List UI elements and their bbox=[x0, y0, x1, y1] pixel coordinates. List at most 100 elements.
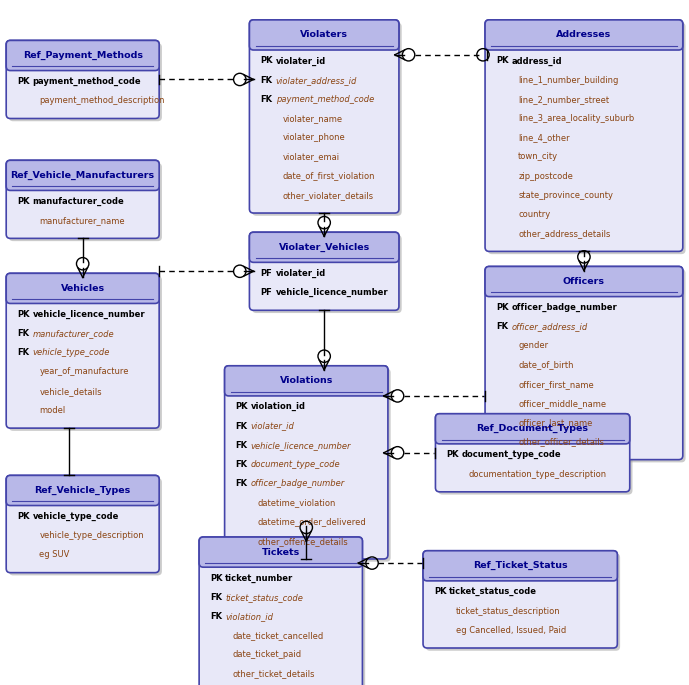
Text: documentation_type_description: documentation_type_description bbox=[469, 469, 606, 479]
FancyBboxPatch shape bbox=[249, 20, 399, 213]
FancyBboxPatch shape bbox=[426, 553, 620, 651]
Text: officer_badge_number: officer_badge_number bbox=[251, 479, 345, 488]
Text: PK: PK bbox=[446, 450, 459, 460]
Text: line_2_number_street: line_2_number_street bbox=[518, 95, 609, 104]
Text: violater_phone: violater_phone bbox=[282, 133, 345, 142]
FancyBboxPatch shape bbox=[6, 160, 159, 190]
Text: Violaters: Violaters bbox=[300, 30, 348, 40]
Text: officer_middle_name: officer_middle_name bbox=[518, 399, 606, 408]
Text: PK: PK bbox=[17, 197, 30, 206]
Text: officer_badge_number: officer_badge_number bbox=[511, 303, 617, 312]
Text: PK: PK bbox=[236, 402, 248, 412]
Text: PK: PK bbox=[434, 587, 446, 597]
Text: vehicle_type_description: vehicle_type_description bbox=[39, 531, 144, 540]
Text: PK: PK bbox=[17, 512, 30, 521]
Text: FK: FK bbox=[236, 479, 247, 488]
FancyBboxPatch shape bbox=[227, 369, 391, 562]
Text: Ref_Vehicle_Manufacturers: Ref_Vehicle_Manufacturers bbox=[10, 171, 155, 180]
Text: PK: PK bbox=[496, 56, 508, 66]
Text: year_of_manufacture: year_of_manufacture bbox=[39, 367, 129, 377]
Text: datetime_violation: datetime_violation bbox=[258, 498, 336, 508]
Text: vehicle_licence_number: vehicle_licence_number bbox=[32, 310, 145, 319]
FancyBboxPatch shape bbox=[6, 475, 159, 506]
Text: other_violater_details: other_violater_details bbox=[282, 190, 373, 200]
FancyBboxPatch shape bbox=[488, 23, 686, 254]
Text: Violations: Violations bbox=[280, 376, 333, 386]
FancyBboxPatch shape bbox=[9, 276, 162, 431]
Text: FK: FK bbox=[260, 75, 272, 85]
FancyBboxPatch shape bbox=[485, 20, 683, 251]
Text: FK: FK bbox=[17, 329, 29, 338]
Text: date_of_birth: date_of_birth bbox=[518, 360, 574, 370]
Text: PF: PF bbox=[260, 269, 272, 278]
FancyBboxPatch shape bbox=[225, 366, 388, 559]
Text: FK: FK bbox=[236, 440, 247, 450]
Text: other_officer_details: other_officer_details bbox=[518, 437, 604, 447]
Text: vehicle_type_code: vehicle_type_code bbox=[32, 348, 110, 358]
FancyBboxPatch shape bbox=[249, 20, 399, 50]
FancyBboxPatch shape bbox=[6, 273, 159, 303]
Text: document_type_code: document_type_code bbox=[251, 460, 340, 469]
Text: officer_address_id: officer_address_id bbox=[511, 322, 588, 332]
Text: officer_last_name: officer_last_name bbox=[518, 418, 593, 427]
Text: datetime_order_delivered: datetime_order_delivered bbox=[258, 517, 367, 527]
Text: payment_method_code: payment_method_code bbox=[32, 77, 141, 86]
Text: date_ticket_cancelled: date_ticket_cancelled bbox=[232, 631, 323, 640]
FancyBboxPatch shape bbox=[488, 269, 686, 462]
Text: document_type_code: document_type_code bbox=[462, 450, 562, 460]
Text: FK: FK bbox=[210, 612, 222, 621]
Text: vehicle_licence_number: vehicle_licence_number bbox=[276, 288, 388, 297]
Text: violater_name: violater_name bbox=[282, 114, 342, 123]
Text: line_3_area_locality_suburb: line_3_area_locality_suburb bbox=[518, 114, 635, 123]
FancyBboxPatch shape bbox=[423, 551, 617, 581]
Text: FK: FK bbox=[236, 421, 247, 431]
Text: Ref_Document_Types: Ref_Document_Types bbox=[477, 424, 588, 434]
FancyBboxPatch shape bbox=[438, 416, 633, 495]
Text: address_id: address_id bbox=[511, 56, 562, 66]
FancyBboxPatch shape bbox=[6, 160, 159, 238]
Text: Ref_Ticket_Status: Ref_Ticket_Status bbox=[473, 561, 568, 571]
Text: payment_method_description: payment_method_description bbox=[39, 96, 165, 105]
Text: ticket_number: ticket_number bbox=[225, 573, 294, 583]
Text: officer_first_name: officer_first_name bbox=[518, 379, 594, 389]
Text: town_city: town_city bbox=[518, 152, 558, 162]
Text: Tickets: Tickets bbox=[262, 547, 300, 557]
FancyBboxPatch shape bbox=[249, 232, 399, 262]
Text: line_1_number_building: line_1_number_building bbox=[518, 75, 619, 85]
Text: gender: gender bbox=[518, 341, 548, 351]
FancyBboxPatch shape bbox=[199, 537, 362, 567]
FancyBboxPatch shape bbox=[6, 475, 159, 573]
FancyBboxPatch shape bbox=[6, 273, 159, 428]
Text: ticket_status_code: ticket_status_code bbox=[225, 593, 303, 602]
Text: PK: PK bbox=[17, 77, 30, 86]
Text: eg Cancelled, Issued, Paid: eg Cancelled, Issued, Paid bbox=[456, 625, 566, 635]
FancyBboxPatch shape bbox=[435, 414, 630, 444]
Text: line_4_other: line_4_other bbox=[518, 133, 570, 142]
Text: violater_id: violater_id bbox=[276, 56, 326, 66]
Text: FK: FK bbox=[260, 95, 272, 104]
Text: other_offence_details: other_offence_details bbox=[258, 536, 349, 546]
FancyBboxPatch shape bbox=[202, 540, 365, 685]
Text: violation_id: violation_id bbox=[225, 612, 274, 621]
Text: Ref_Payment_Methods: Ref_Payment_Methods bbox=[23, 51, 143, 60]
FancyBboxPatch shape bbox=[252, 235, 402, 313]
Text: ticket_status_description: ticket_status_description bbox=[456, 606, 561, 616]
Text: Officers: Officers bbox=[563, 277, 605, 286]
FancyBboxPatch shape bbox=[435, 414, 630, 492]
Text: model: model bbox=[39, 406, 65, 415]
Text: vehicle_licence_number: vehicle_licence_number bbox=[251, 440, 351, 450]
FancyBboxPatch shape bbox=[249, 232, 399, 310]
Text: violater_address_id: violater_address_id bbox=[276, 75, 357, 85]
Text: manufacturer_name: manufacturer_name bbox=[39, 216, 125, 225]
Text: violation_id: violation_id bbox=[251, 402, 306, 412]
FancyBboxPatch shape bbox=[199, 537, 362, 685]
Text: other_ticket_details: other_ticket_details bbox=[232, 669, 315, 679]
FancyBboxPatch shape bbox=[6, 40, 159, 71]
FancyBboxPatch shape bbox=[485, 266, 683, 460]
Text: eg SUV: eg SUV bbox=[39, 550, 70, 560]
Text: country: country bbox=[518, 210, 551, 219]
Text: FK: FK bbox=[236, 460, 247, 469]
Text: date_ticket_paid: date_ticket_paid bbox=[232, 650, 301, 660]
FancyBboxPatch shape bbox=[9, 163, 162, 241]
Text: Violater_Vehicles: Violater_Vehicles bbox=[278, 242, 370, 252]
